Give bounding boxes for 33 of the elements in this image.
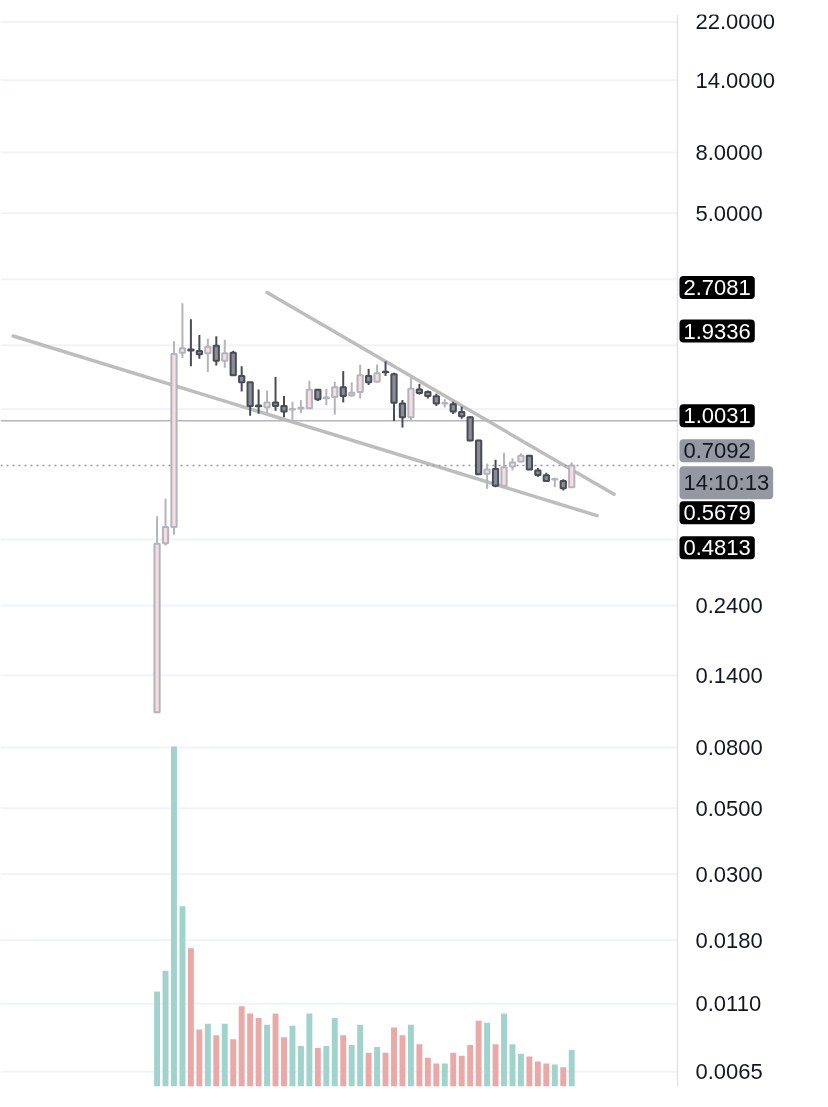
candlestick <box>195 333 203 360</box>
y-tick-label: 0.0110 <box>695 991 762 1017</box>
y-tick-label: 0.0800 <box>695 735 763 760</box>
candlestick <box>381 360 390 377</box>
ref-line-label: 1.0031 <box>683 403 751 429</box>
candlestick <box>500 451 508 488</box>
y-tick-label: 14.0000 <box>695 67 776 93</box>
candlestick <box>212 335 220 367</box>
y-tick-label: 5.0000 <box>695 200 763 226</box>
y-tick-label: 0.1400 <box>695 662 763 688</box>
text: 0.5679 <box>683 500 751 526</box>
candlestick <box>178 302 187 360</box>
candlestick <box>339 370 347 404</box>
y-tick-label: 0.0300 <box>695 861 763 887</box>
candlestick <box>221 338 229 369</box>
ref-line-label: 0.7092 14:10:13 <box>683 438 770 496</box>
candlestick <box>356 363 364 400</box>
y-tick-label: 22.0000 <box>695 9 776 35</box>
y-tick-label: 0.0180 <box>695 927 763 953</box>
text: 2.7081 <box>683 275 751 301</box>
y-tick-label: 0.0065 <box>695 1059 763 1085</box>
candlestick <box>263 389 271 415</box>
candlestick <box>398 399 407 429</box>
y-tick-label: 0.0500 <box>695 795 763 821</box>
candlestick <box>568 461 576 489</box>
text: 0.4813 <box>683 535 751 561</box>
y-tick-label: 0.2400 <box>695 593 763 619</box>
candlestick <box>187 318 195 368</box>
candlestick <box>483 462 491 490</box>
text: 1.9336 <box>683 318 751 344</box>
candlestick <box>204 337 212 374</box>
y-tick-label: 8.0000 <box>695 140 763 166</box>
candlestick <box>331 380 339 416</box>
